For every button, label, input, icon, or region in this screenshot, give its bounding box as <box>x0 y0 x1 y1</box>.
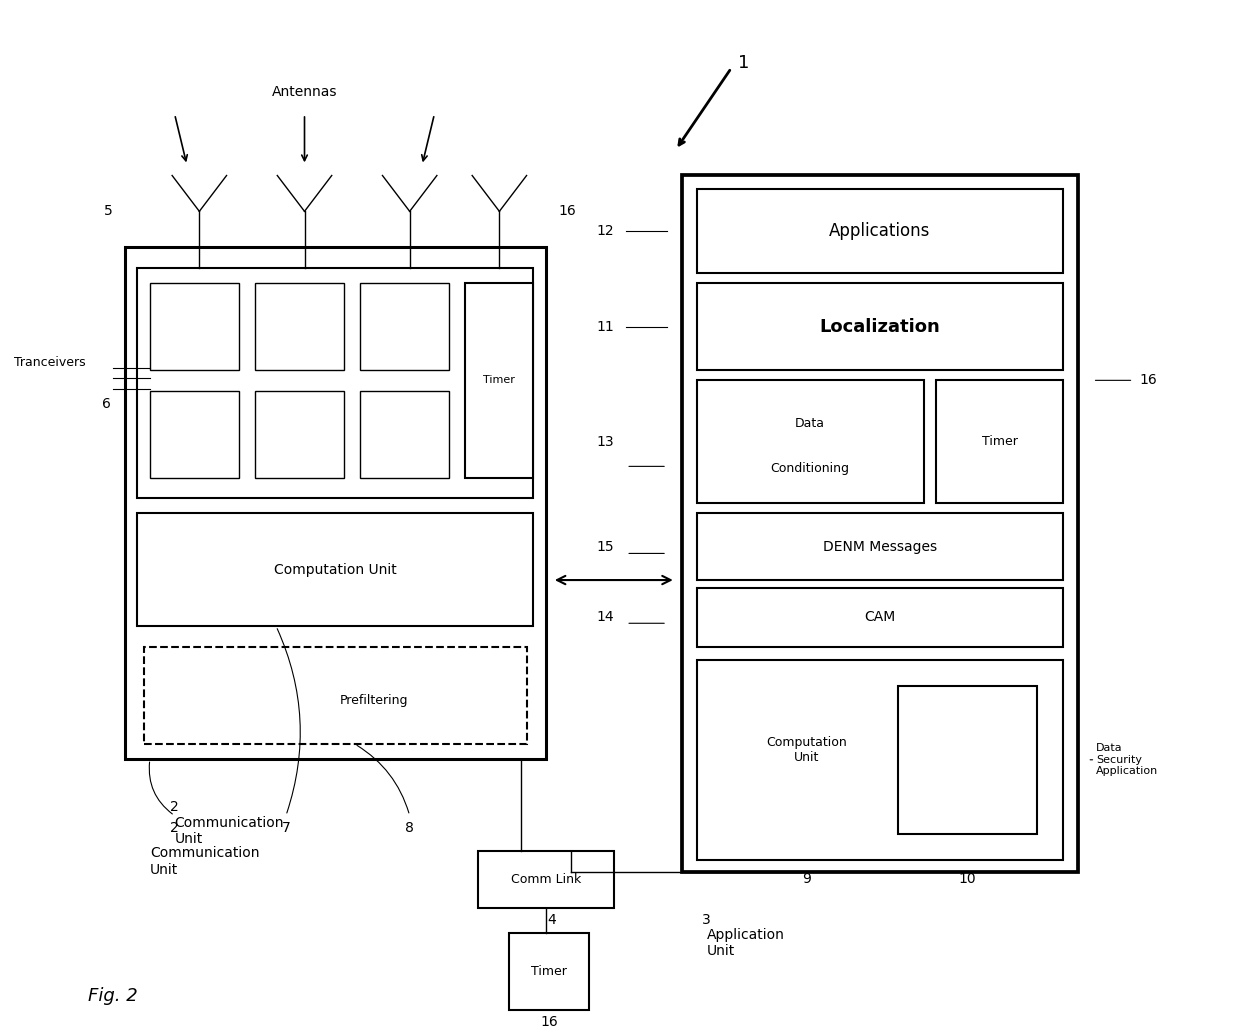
Text: 16: 16 <box>558 205 575 218</box>
Text: Applications: Applications <box>830 222 930 240</box>
Bar <box>125 247 546 759</box>
Text: CAM: CAM <box>864 611 895 624</box>
Text: 14: 14 <box>596 611 614 624</box>
Text: Data
Security
Application: Data Security Application <box>1096 743 1158 777</box>
Text: 6: 6 <box>102 397 112 411</box>
Bar <box>508 934 589 1010</box>
Text: 1: 1 <box>738 54 749 72</box>
Text: 5: 5 <box>104 205 113 218</box>
Text: 16: 16 <box>539 1015 558 1029</box>
Bar <box>150 283 239 370</box>
Text: 9: 9 <box>802 872 811 886</box>
Text: Antennas: Antennas <box>272 85 337 99</box>
Text: Timer: Timer <box>531 965 567 978</box>
Text: 15: 15 <box>596 540 614 554</box>
Bar <box>477 851 614 908</box>
Bar <box>465 283 533 477</box>
Text: Communication
Unit: Communication Unit <box>175 816 284 846</box>
Text: Localization: Localization <box>820 317 940 336</box>
Bar <box>255 390 343 477</box>
Bar <box>697 513 1063 581</box>
Text: 4: 4 <box>548 913 557 927</box>
Text: 10: 10 <box>959 872 977 886</box>
Bar <box>144 647 527 744</box>
Text: Conditioning: Conditioning <box>771 463 849 475</box>
Bar <box>360 283 449 370</box>
Bar <box>138 513 533 626</box>
Text: Computation Unit: Computation Unit <box>274 563 397 576</box>
Text: Timer: Timer <box>982 435 1018 448</box>
Text: Computation
Unit: Computation Unit <box>766 735 847 763</box>
Bar <box>697 380 924 503</box>
Bar <box>697 660 1063 859</box>
Text: Comm Link: Comm Link <box>511 873 580 886</box>
Text: 7: 7 <box>281 821 290 835</box>
Text: DENM Messages: DENM Messages <box>823 540 937 554</box>
Text: Prefiltering: Prefiltering <box>340 693 408 707</box>
Text: Communication
Unit: Communication Unit <box>150 846 259 877</box>
Text: Fig. 2: Fig. 2 <box>88 988 138 1005</box>
Text: 11: 11 <box>596 319 614 334</box>
Bar <box>255 283 343 370</box>
Bar <box>150 390 239 477</box>
Text: 13: 13 <box>596 435 614 448</box>
Bar <box>360 390 449 477</box>
Text: 12: 12 <box>596 224 614 238</box>
Text: 3: 3 <box>702 913 711 927</box>
Bar <box>898 686 1038 834</box>
Text: Application
Unit: Application Unit <box>707 929 785 959</box>
Bar <box>697 588 1063 647</box>
Text: 2: 2 <box>170 821 179 835</box>
Bar <box>697 283 1063 370</box>
Text: 2: 2 <box>170 801 179 814</box>
Text: Tranceivers: Tranceivers <box>14 356 86 370</box>
Bar <box>682 176 1078 872</box>
Bar <box>697 189 1063 273</box>
Text: Data: Data <box>795 417 826 430</box>
Bar <box>936 380 1063 503</box>
Text: Timer: Timer <box>484 375 516 385</box>
Text: 16: 16 <box>1140 373 1157 387</box>
Bar <box>138 268 533 498</box>
Text: 8: 8 <box>405 821 414 835</box>
